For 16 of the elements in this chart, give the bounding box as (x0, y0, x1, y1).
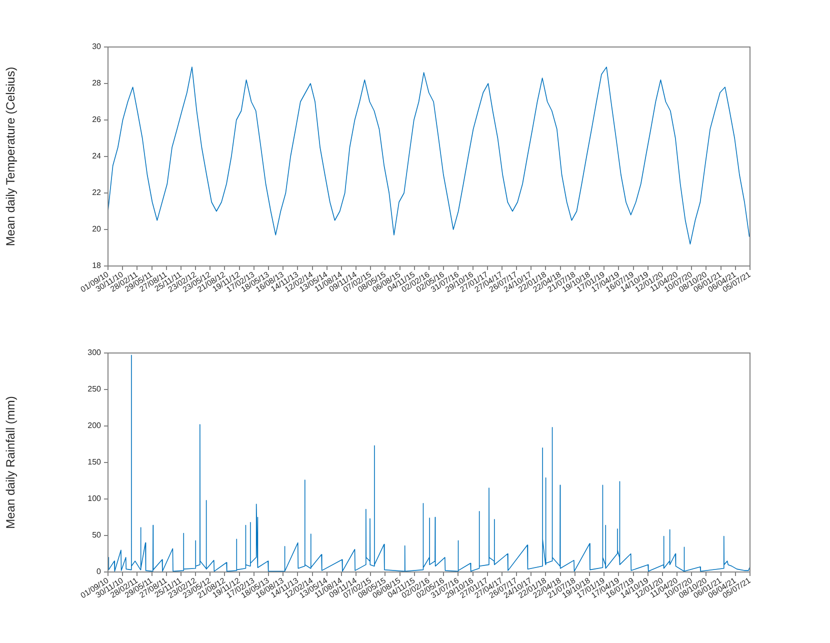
y-tick-label: 30 (92, 42, 102, 52)
y-tick-label: 50 (92, 530, 102, 540)
y-tick-label: 18 (92, 261, 102, 270)
y-tick-label: 100 (88, 494, 102, 504)
y-tick-label: 150 (88, 458, 102, 467)
y-tick-label: 300 (88, 348, 102, 358)
y-tick-label: 22 (92, 188, 102, 198)
y-axis-title: Mean daily Temperature (Celsius) (4, 66, 18, 246)
y-axis-title: Mean daily Rainfall (mm) (4, 396, 18, 529)
y-tick-label: 250 (88, 384, 102, 394)
y-tick-label: 20 (92, 224, 102, 234)
y-tick-label: 0 (96, 567, 102, 576)
y-tick-label: 26 (92, 115, 102, 124)
y-tick-label: 200 (88, 421, 102, 430)
y-tick-label: 24 (92, 152, 102, 161)
y-tick-label: 28 (92, 78, 102, 88)
